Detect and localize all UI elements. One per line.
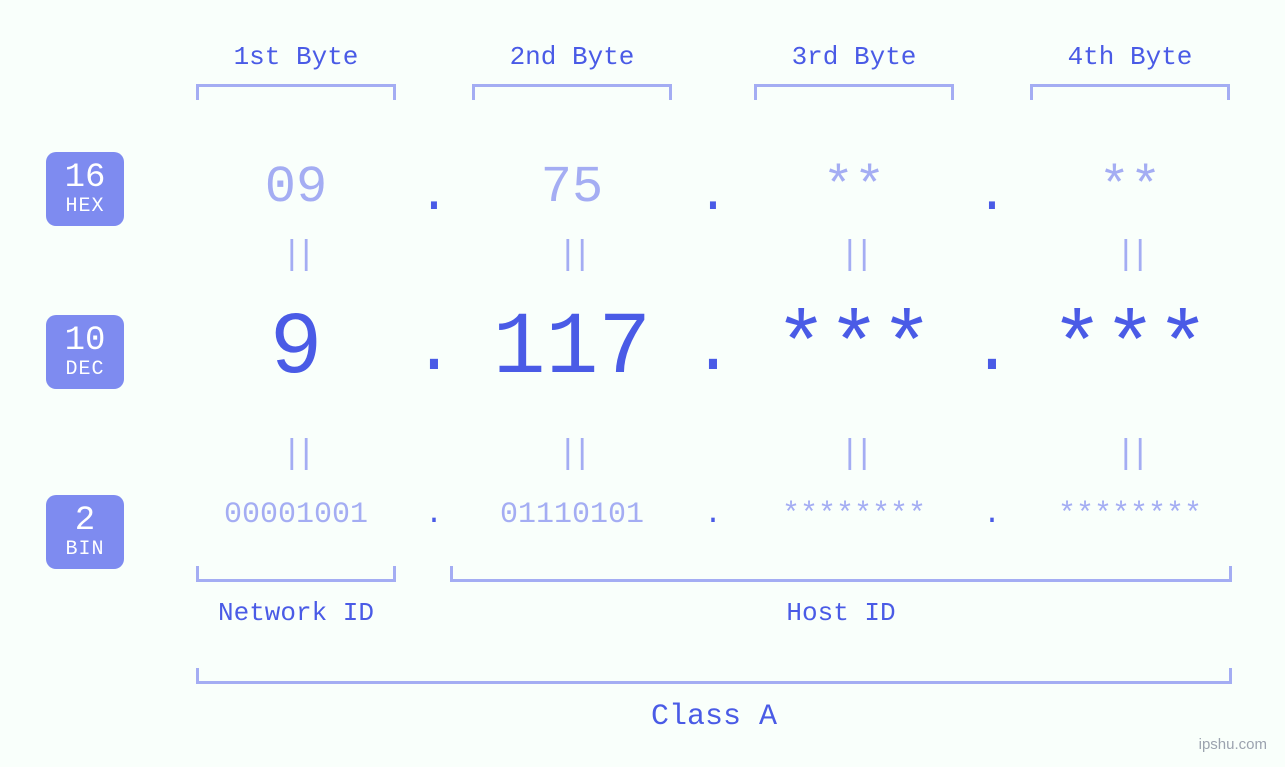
host-id-label: Host ID (450, 598, 1232, 628)
dec-badge-number: 10 (65, 324, 106, 360)
hex-badge: 16 HEX (46, 152, 124, 226)
dec-byte-4: *** (1030, 300, 1230, 399)
bin-dot-1: . (420, 498, 448, 532)
host-id-bracket (450, 566, 1232, 582)
network-id-label: Network ID (196, 598, 396, 628)
bin-byte-1: 00001001 (172, 498, 420, 532)
byte-label-4: 4th Byte (1030, 42, 1230, 72)
bin-badge-number: 2 (75, 504, 95, 540)
bin-byte-3: ******** (730, 498, 978, 532)
network-id-bracket (196, 566, 396, 582)
bin-byte-4: ******** (1006, 498, 1254, 532)
hex-dot-2: . (672, 166, 754, 225)
eq-1-1: || (196, 237, 396, 275)
hex-byte-3: ** (754, 158, 954, 217)
hex-byte-2: 75 (472, 158, 672, 217)
bin-badge-label: BIN (65, 539, 104, 560)
watermark: ipshu.com (1199, 736, 1267, 753)
eq-2-2: || (472, 436, 672, 474)
dec-dot-3: . (954, 312, 1030, 391)
dec-byte-2: 117 (472, 300, 672, 399)
hex-dot-3: . (954, 166, 1030, 225)
byte-label-1: 1st Byte (196, 42, 396, 72)
eq-1-3: || (754, 237, 954, 275)
hex-byte-1: 09 (196, 158, 396, 217)
bin-dot-3: . (978, 498, 1006, 532)
byte-label-3: 3rd Byte (754, 42, 954, 72)
dec-dot-2: . (672, 312, 754, 391)
top-bracket-1 (196, 84, 396, 100)
dec-byte-1: 9 (196, 300, 396, 399)
byte-label-2: 2nd Byte (472, 42, 672, 72)
bin-dot-2: . (696, 498, 730, 532)
top-bracket-3 (754, 84, 954, 100)
dec-badge: 10 DEC (46, 315, 124, 389)
eq-2-1: || (196, 436, 396, 474)
bin-byte-2: 01110101 (448, 498, 696, 532)
top-bracket-2 (472, 84, 672, 100)
eq-2-4: || (1030, 436, 1230, 474)
bin-badge: 2 BIN (46, 495, 124, 569)
hex-badge-label: HEX (65, 196, 104, 217)
dec-byte-3: *** (754, 300, 954, 399)
hex-badge-number: 16 (65, 161, 106, 197)
dec-badge-label: DEC (65, 359, 104, 380)
top-bracket-4 (1030, 84, 1230, 100)
class-bracket (196, 668, 1232, 684)
dec-dot-1: . (396, 312, 472, 391)
eq-1-4: || (1030, 237, 1230, 275)
eq-1-2: || (472, 237, 672, 275)
hex-dot-1: . (396, 166, 472, 225)
class-label: Class A (196, 700, 1232, 734)
hex-byte-4: ** (1030, 158, 1230, 217)
eq-2-3: || (754, 436, 954, 474)
